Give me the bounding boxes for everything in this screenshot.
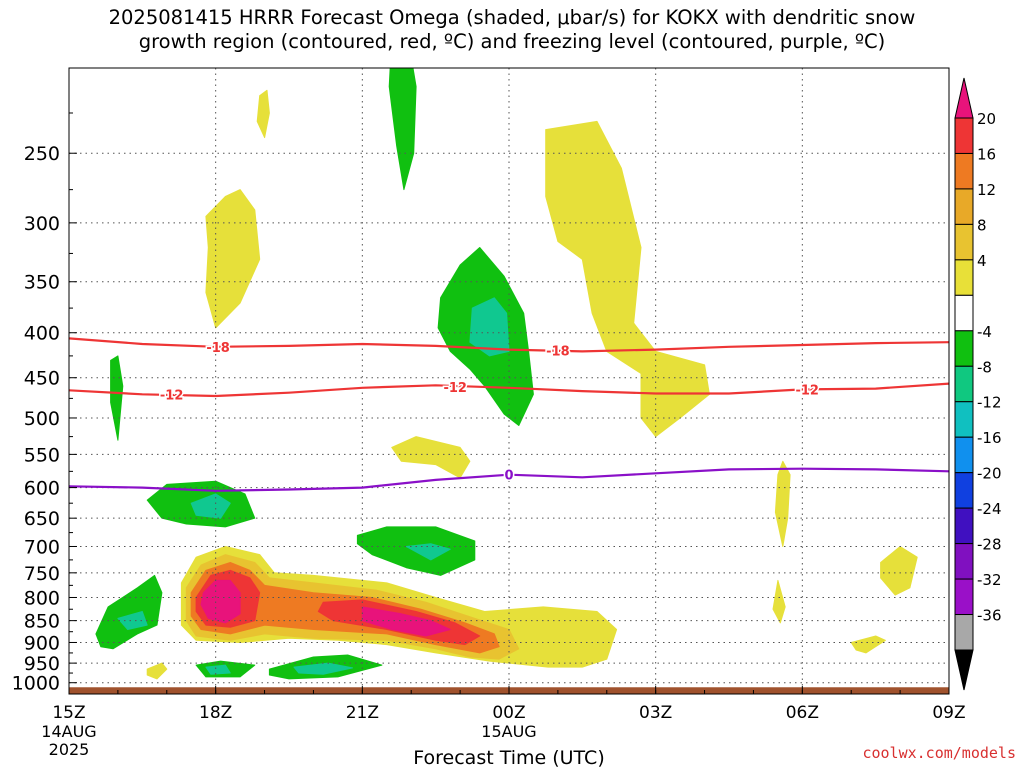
x-tick-sublabel: 2025 bbox=[49, 740, 90, 759]
y-tick-label: 700 bbox=[24, 536, 60, 558]
colorbar-segment bbox=[954, 223, 974, 261]
y-tick-label: 600 bbox=[24, 478, 60, 500]
omega-region bbox=[469, 297, 510, 357]
y-axis: 2503003504004505005506006507007508008509… bbox=[12, 112, 77, 695]
chart-title: 2025081415 HRRR Forecast Omega (shaded, … bbox=[0, 6, 1024, 54]
contour-label: -18 bbox=[206, 341, 230, 356]
colorbar-segment bbox=[954, 117, 974, 154]
colorbar-segment bbox=[954, 472, 974, 509]
x-axis-label: Forecast Time (UTC) bbox=[413, 747, 604, 768]
title-line-2: growth region (contoured, red, ºC) and f… bbox=[138, 30, 886, 53]
colorbar-segment bbox=[954, 152, 974, 190]
y-tick-label: 400 bbox=[24, 323, 60, 345]
omega-region bbox=[388, 68, 417, 191]
colorbar-segment bbox=[954, 294, 974, 332]
colorbar-bottom-triangle bbox=[954, 649, 974, 691]
colorbar-top-triangle bbox=[954, 77, 974, 119]
colorbar-label: -12 bbox=[977, 394, 1002, 412]
omega-region bbox=[361, 606, 451, 637]
contour-label: -18 bbox=[546, 344, 570, 359]
colorbar-segment bbox=[954, 401, 974, 438]
omega-region bbox=[850, 635, 886, 654]
x-tick-label: 15Z bbox=[52, 703, 85, 723]
y-tick-label: 950 bbox=[24, 653, 60, 675]
y-tick-label: 1000 bbox=[12, 673, 60, 695]
omega-region bbox=[95, 574, 163, 650]
y-tick-label: 650 bbox=[24, 508, 60, 530]
contour-label: -12 bbox=[160, 388, 184, 403]
colorbar-label: -24 bbox=[977, 500, 1002, 518]
colorbar-label: -36 bbox=[977, 607, 1002, 625]
x-tick-label: 03Z bbox=[639, 703, 672, 723]
omega-region bbox=[256, 89, 270, 139]
contour-label: -12 bbox=[443, 381, 467, 396]
colorbar-segment bbox=[954, 259, 974, 296]
colorbar-segment bbox=[954, 507, 974, 545]
contour-label: 0 bbox=[504, 469, 513, 484]
colorbar-label: -16 bbox=[977, 429, 1002, 447]
omega-region bbox=[200, 579, 241, 624]
colorbar: 20 16 12 8 4 -4 -8 -12 -16 -20 -24 -28 -32 -36 bbox=[954, 77, 1002, 691]
colorbar-segment bbox=[954, 614, 974, 651]
colorbar-label: 4 bbox=[977, 252, 987, 270]
y-tick-label: 900 bbox=[24, 632, 60, 654]
colorbar-label: -8 bbox=[977, 358, 992, 376]
omega-region bbox=[117, 611, 148, 630]
omega-region bbox=[772, 579, 786, 624]
omega-region bbox=[205, 189, 261, 329]
colorbar-segment bbox=[954, 365, 974, 403]
y-tick-label: 550 bbox=[24, 444, 60, 466]
x-tick-label: 18Z bbox=[199, 703, 232, 723]
x-tick-sublabel: 14AUG bbox=[41, 722, 96, 741]
colorbar-label: 12 bbox=[977, 181, 996, 199]
y-tick-label: 450 bbox=[24, 368, 60, 390]
colorbar-label: -20 bbox=[977, 465, 1002, 483]
y-tick-label: 850 bbox=[24, 611, 60, 633]
colorbar-segment bbox=[954, 543, 974, 580]
contour-lines: -18 -18 -12 -12 -12 0 bbox=[69, 337, 949, 492]
y-tick-label: 350 bbox=[24, 272, 60, 294]
x-tick-sublabel: 15AUG bbox=[481, 722, 536, 741]
y-tick-label: 800 bbox=[24, 587, 60, 609]
colorbar-label: 20 bbox=[977, 110, 996, 128]
omega-region bbox=[146, 662, 168, 680]
omega-region bbox=[391, 436, 471, 479]
colorbar-label: -28 bbox=[977, 536, 1002, 554]
omega-region bbox=[205, 664, 231, 675]
watermark: coolwx.com/models bbox=[862, 744, 1016, 762]
colorbar-label: -32 bbox=[977, 571, 1002, 589]
colorbar-segment bbox=[954, 188, 974, 225]
omega-shading bbox=[95, 68, 918, 680]
x-tick-label: 06Z bbox=[786, 703, 819, 723]
y-tick-label: 250 bbox=[24, 143, 60, 165]
y-tick-label: 500 bbox=[24, 408, 60, 430]
title-line-1: 2025081415 HRRR Forecast Omega (shaded, … bbox=[108, 6, 916, 29]
colorbar-segment bbox=[954, 436, 974, 474]
x-tick-label: 21Z bbox=[346, 703, 379, 723]
contour-dgz-minus12 bbox=[69, 382, 949, 398]
colorbar-label: 8 bbox=[977, 216, 987, 234]
omega-region bbox=[545, 120, 710, 438]
contour-dgz-minus18 bbox=[69, 337, 949, 353]
gridlines bbox=[69, 68, 949, 694]
omega-region bbox=[405, 543, 451, 561]
omega-region bbox=[293, 662, 354, 675]
contour-freezing-level bbox=[69, 467, 949, 492]
y-tick-label: 300 bbox=[24, 213, 60, 235]
omega-region bbox=[880, 546, 918, 596]
colorbar-label: 16 bbox=[977, 145, 996, 163]
omega-region bbox=[190, 493, 231, 519]
contour-label: -12 bbox=[795, 383, 819, 398]
colorbar-segment bbox=[954, 578, 974, 616]
colorbar-label: -4 bbox=[977, 323, 992, 341]
omega-region bbox=[110, 355, 124, 441]
omega-region bbox=[774, 460, 791, 547]
colorbar-segment bbox=[954, 330, 974, 367]
y-tick-label: 750 bbox=[24, 563, 60, 585]
x-tick-label: 00Z bbox=[492, 703, 525, 723]
x-tick-label: 09Z bbox=[932, 703, 965, 723]
